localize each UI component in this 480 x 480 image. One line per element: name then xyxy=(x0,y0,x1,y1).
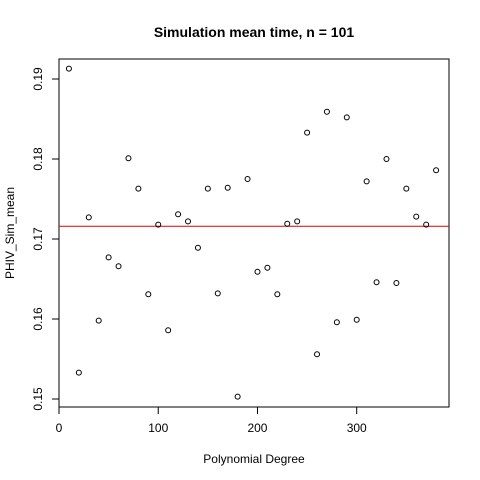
y-tick-label: 0.17 xyxy=(31,227,45,251)
y-tick-label: 0.16 xyxy=(31,307,45,331)
data-point xyxy=(215,291,220,296)
y-tick-label: 0.18 xyxy=(31,147,45,171)
x-tick-label: 0 xyxy=(56,421,63,435)
data-point xyxy=(76,370,81,375)
data-point xyxy=(354,317,359,322)
data-point xyxy=(324,109,329,114)
data-point xyxy=(96,318,101,323)
y-axis: 0.15 0.16 0.17 0.18 0.19 xyxy=(31,67,59,411)
data-point xyxy=(334,320,339,325)
data-point xyxy=(126,156,131,161)
data-point xyxy=(414,214,419,219)
data-point xyxy=(186,219,191,224)
data-point xyxy=(285,221,290,226)
data-point xyxy=(235,394,240,399)
x-tick-label: 200 xyxy=(247,421,267,435)
data-point xyxy=(315,352,320,357)
data-point xyxy=(275,292,280,297)
data-point xyxy=(245,177,250,182)
data-point xyxy=(195,245,200,250)
chart-title: Simulation mean time, n = 101 xyxy=(154,24,355,40)
data-point xyxy=(255,269,260,274)
data-point xyxy=(116,264,121,269)
data-point xyxy=(136,186,141,191)
y-axis-label: PHIV_Sim_mean xyxy=(3,187,17,279)
x-axis: 0 100 200 300 xyxy=(56,407,367,435)
y-tick-label: 0.15 xyxy=(31,387,45,411)
data-point xyxy=(434,168,439,173)
x-axis-label: Polynomial Degree xyxy=(203,452,305,466)
data-point xyxy=(106,255,111,260)
data-point xyxy=(86,215,91,220)
data-point xyxy=(265,265,270,270)
data-point xyxy=(344,115,349,120)
data-point xyxy=(176,212,181,217)
x-tick-label: 100 xyxy=(148,421,168,435)
data-point xyxy=(66,66,71,71)
data-point xyxy=(404,186,409,191)
data-point xyxy=(166,328,171,333)
data-point xyxy=(374,280,379,285)
data-points xyxy=(66,66,438,399)
data-point xyxy=(146,292,151,297)
data-point xyxy=(205,186,210,191)
data-point xyxy=(225,185,230,190)
data-point xyxy=(394,281,399,286)
data-point xyxy=(384,157,389,162)
x-tick-label: 300 xyxy=(347,421,367,435)
data-point xyxy=(295,219,300,224)
plot-frame xyxy=(59,59,449,407)
y-tick-label: 0.19 xyxy=(31,67,45,91)
data-point xyxy=(364,179,369,184)
data-point xyxy=(305,130,310,135)
